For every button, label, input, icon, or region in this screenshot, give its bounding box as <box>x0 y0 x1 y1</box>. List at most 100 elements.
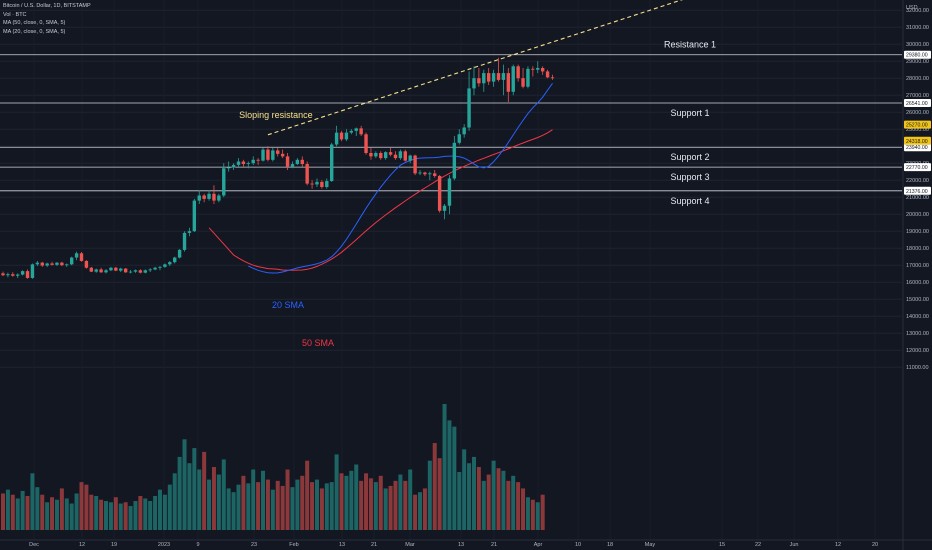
candle-body[interactable] <box>60 262 64 266</box>
candle-body[interactable] <box>349 130 354 133</box>
candle-body[interactable] <box>374 153 378 157</box>
candle-body[interactable] <box>153 267 157 270</box>
candle-body[interactable] <box>472 78 476 89</box>
candle-body[interactable] <box>25 271 30 278</box>
candle-body[interactable] <box>545 71 550 78</box>
candle-body[interactable] <box>20 271 25 275</box>
candle-body[interactable] <box>109 267 113 271</box>
candle-body[interactable] <box>359 128 363 135</box>
candle-body[interactable] <box>280 153 285 157</box>
candle-body[interactable] <box>138 270 143 273</box>
candle-body[interactable] <box>94 269 98 272</box>
candle-body[interactable] <box>315 181 319 185</box>
candle-body[interactable] <box>369 153 373 157</box>
candle-body[interactable] <box>506 73 511 92</box>
candle-body[interactable] <box>79 253 84 261</box>
candle-body[interactable] <box>339 132 344 140</box>
candle-body[interactable] <box>261 149 265 161</box>
candle-body[interactable] <box>526 68 530 87</box>
candle-body[interactable] <box>452 142 457 179</box>
candle-body[interactable] <box>163 264 167 267</box>
candle-body[interactable] <box>428 173 432 175</box>
candle-body[interactable] <box>40 262 44 266</box>
candle-body[interactable] <box>207 193 211 199</box>
candle-body[interactable] <box>285 156 290 167</box>
candle-body[interactable] <box>222 168 226 196</box>
candle-body[interactable] <box>133 270 138 272</box>
candle-body[interactable] <box>457 134 461 143</box>
candle-body[interactable] <box>364 134 368 153</box>
candle-body[interactable] <box>379 153 383 159</box>
candle-body[interactable] <box>104 270 108 273</box>
candle-body[interactable] <box>89 267 94 272</box>
candle-body[interactable] <box>231 164 236 168</box>
candle-body[interactable] <box>398 151 403 159</box>
candle-body[interactable] <box>330 144 334 182</box>
candle-body[interactable] <box>491 73 496 82</box>
candle-body[interactable] <box>246 163 250 165</box>
candle-body[interactable] <box>540 68 545 72</box>
candle-body[interactable] <box>496 73 501 80</box>
candle-body[interactable] <box>173 257 177 263</box>
candle-body[interactable] <box>486 73 491 82</box>
candle-body[interactable] <box>531 68 535 70</box>
candle-body[interactable] <box>320 181 324 187</box>
candle-body[interactable] <box>325 181 329 187</box>
candle-body[interactable] <box>305 164 309 184</box>
candle-body[interactable] <box>521 78 525 87</box>
candle-body[interactable] <box>241 161 246 165</box>
candle-body[interactable] <box>50 263 54 265</box>
candle-body[interactable] <box>462 127 466 135</box>
candle-body[interactable] <box>114 267 118 271</box>
candle-body[interactable] <box>168 262 172 265</box>
candle-body[interactable] <box>266 149 270 160</box>
candle-body[interactable] <box>187 231 192 233</box>
candle-body[interactable] <box>310 183 314 185</box>
candle-body[interactable] <box>197 195 201 201</box>
candle-body[interactable] <box>55 262 59 265</box>
candle-body[interactable] <box>84 260 89 268</box>
candle-body[interactable] <box>271 150 275 160</box>
candle-body[interactable] <box>251 159 255 164</box>
candle-body[interactable] <box>217 195 221 201</box>
candle-body[interactable] <box>511 66 515 92</box>
candle-body[interactable] <box>177 249 182 258</box>
candle-body[interactable] <box>74 253 79 258</box>
candle-body[interactable] <box>501 73 506 80</box>
ma50-line[interactable] <box>208 129 553 271</box>
candle-body[interactable] <box>128 271 133 273</box>
candle-body[interactable] <box>65 264 69 266</box>
candle-body[interactable] <box>6 274 10 276</box>
candle-body[interactable] <box>256 159 260 161</box>
candle-body[interactable] <box>143 270 147 273</box>
candle-body[interactable] <box>290 164 295 167</box>
candle-body[interactable] <box>482 73 486 84</box>
candle-body[interactable] <box>202 195 206 199</box>
candle-body[interactable] <box>354 128 358 131</box>
candle-body[interactable] <box>418 172 422 174</box>
candle-body[interactable] <box>536 68 540 70</box>
candle-body[interactable] <box>182 232 187 250</box>
candle-body[interactable] <box>212 193 216 201</box>
candle-body[interactable] <box>413 155 417 174</box>
candle-body[interactable] <box>226 167 231 169</box>
candle-body[interactable] <box>447 178 452 206</box>
candle-body[interactable] <box>119 268 123 271</box>
ma20-line[interactable] <box>248 83 553 274</box>
candle-body[interactable] <box>477 78 481 84</box>
candle-body[interactable] <box>334 132 339 145</box>
candle-body[interactable] <box>11 274 15 276</box>
candle-body[interactable] <box>148 269 152 271</box>
candle-body[interactable] <box>383 152 388 159</box>
candle-body[interactable] <box>433 173 437 176</box>
candle-body[interactable] <box>192 200 197 232</box>
candle-body[interactable] <box>516 66 520 79</box>
candle-body[interactable] <box>295 159 300 165</box>
candle-body[interactable] <box>442 205 447 211</box>
candle-body[interactable] <box>344 132 349 140</box>
candle-body[interactable] <box>550 77 555 79</box>
candle-body[interactable] <box>158 266 162 268</box>
candle-body[interactable] <box>437 175 442 211</box>
candle-body[interactable] <box>123 268 128 273</box>
